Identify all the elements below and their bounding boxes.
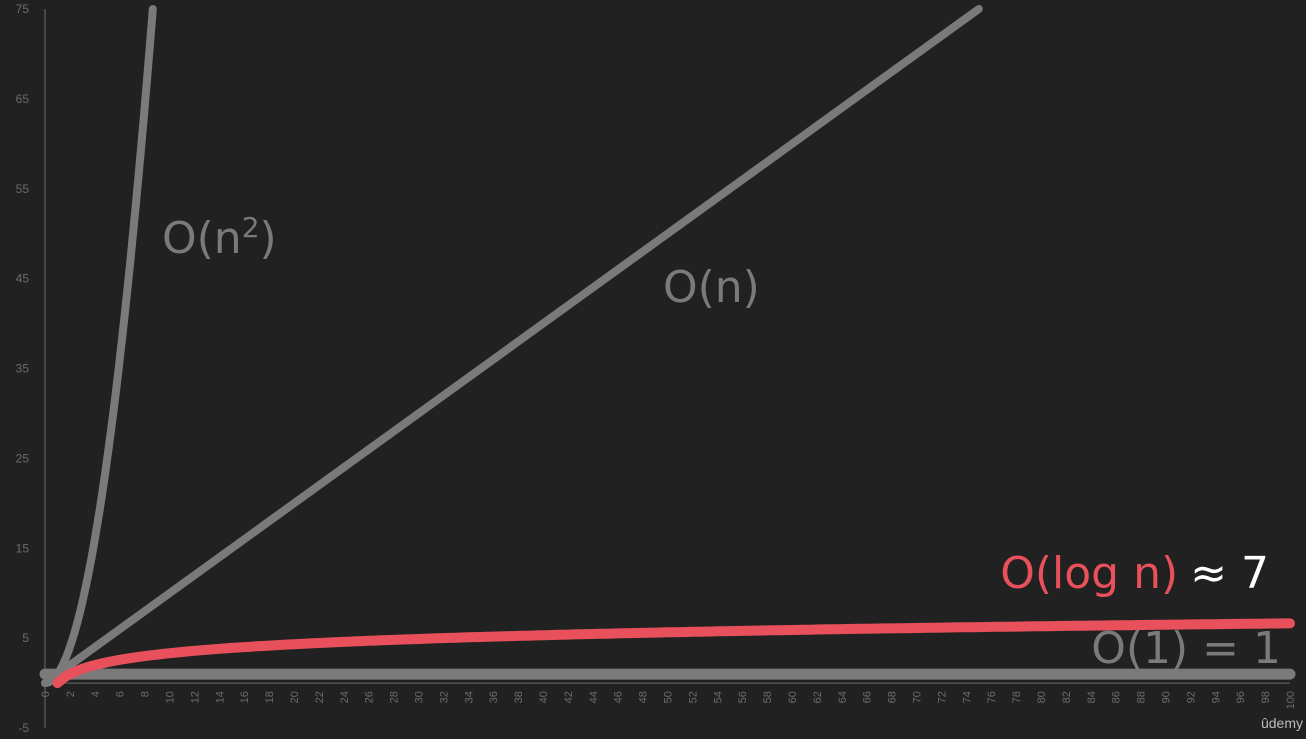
x-tick-label: 16 (239, 691, 251, 703)
x-tick-label: 66 (862, 691, 874, 703)
x-tick-label: 34 (463, 691, 475, 703)
axes (44, 9, 1290, 728)
y-tick-label: 15 (16, 541, 30, 555)
x-tick-label: 56 (737, 691, 749, 703)
x-tick-label: 78 (1011, 691, 1023, 703)
x-tick-label: 28 (389, 691, 401, 703)
x-tick-label: 80 (1036, 691, 1048, 703)
series-line-o-log-n (52, 618, 1295, 689)
x-tick-label: 30 (414, 691, 426, 703)
x-tick-label: 82 (1061, 691, 1073, 703)
x-tick-label: 42 (563, 691, 575, 703)
x-tick-label: 62 (812, 691, 824, 703)
y-tick-label: 5 (22, 631, 29, 645)
x-tick-label: 50 (663, 691, 675, 703)
x-tick-label: 6 (115, 691, 127, 697)
y-tick-label: 65 (16, 92, 30, 106)
x-tick-label: 38 (513, 691, 525, 703)
x-tick-label: 2 (65, 691, 77, 697)
y-tick-label: 25 (16, 451, 30, 465)
x-tick-label: 92 (1185, 691, 1197, 703)
x-tick-label: 4 (90, 691, 102, 697)
x-tick-label: 68 (887, 691, 899, 703)
x-tick-label: 98 (1260, 691, 1272, 703)
x-tick-label: 100 (1285, 691, 1297, 709)
x-tick-label: 48 (638, 691, 650, 703)
y-tick-label: -5 (18, 721, 29, 735)
x-tick-label: 86 (1111, 691, 1123, 703)
series-line-o-n (41, 5, 983, 688)
x-tick-label: 8 (140, 691, 152, 697)
x-tick-label: 64 (837, 691, 849, 703)
x-tick-label: 54 (712, 691, 724, 703)
x-tick-label: 12 (189, 691, 201, 703)
x-tick-label: 60 (787, 691, 799, 703)
x-tick-label: 44 (588, 691, 600, 703)
x-tick-label: 18 (264, 691, 276, 703)
x-tick-label: 36 (488, 691, 500, 703)
x-tick-label: 84 (1086, 691, 1098, 703)
y-tick-label: 45 (16, 272, 30, 286)
x-tick-label: 40 (538, 691, 550, 703)
x-tick-label: 72 (936, 691, 948, 703)
y-tick-label: 75 (16, 2, 30, 16)
x-tick-label: 10 (165, 691, 177, 703)
x-tick-label: 26 (364, 691, 376, 703)
x-tick-label: 74 (961, 691, 973, 703)
series-line-o-n-squared (41, 5, 157, 688)
y-tick-label: 35 (16, 362, 30, 376)
y-tick-label: 55 (16, 182, 30, 196)
x-tick-label: 94 (1210, 691, 1222, 703)
x-tick-label: 90 (1161, 691, 1173, 703)
x-tick-label: 88 (1136, 691, 1148, 703)
udemy-logo: ûdemy (1261, 715, 1303, 731)
curves (39, 5, 1296, 689)
x-tick-label: 0 (40, 691, 52, 697)
x-tick-label: 24 (339, 691, 351, 703)
x-tick-label: 52 (687, 691, 699, 703)
label-o-1: O(1) = 1 (1091, 623, 1281, 674)
x-tick-label: 46 (613, 691, 625, 703)
x-tick-label: 14 (214, 691, 226, 703)
x-tick-label: 96 (1235, 691, 1247, 703)
x-tick-label: 22 (314, 691, 326, 703)
x-tick-label: 20 (289, 691, 301, 703)
curve-labels: O(n2) O(n) O(log n) ≈ 7 O(1) = 1 (162, 211, 1281, 674)
x-tick-label: 32 (438, 691, 450, 703)
x-tick-label: 58 (762, 691, 774, 703)
label-o-log-n: O(log n) ≈ 7 (1000, 548, 1269, 599)
x-tick-label: 76 (986, 691, 998, 703)
x-tick-label: 70 (912, 691, 924, 703)
label-o-n-squared: O(n2) (162, 211, 277, 264)
label-o-n: O(n) (663, 262, 760, 313)
